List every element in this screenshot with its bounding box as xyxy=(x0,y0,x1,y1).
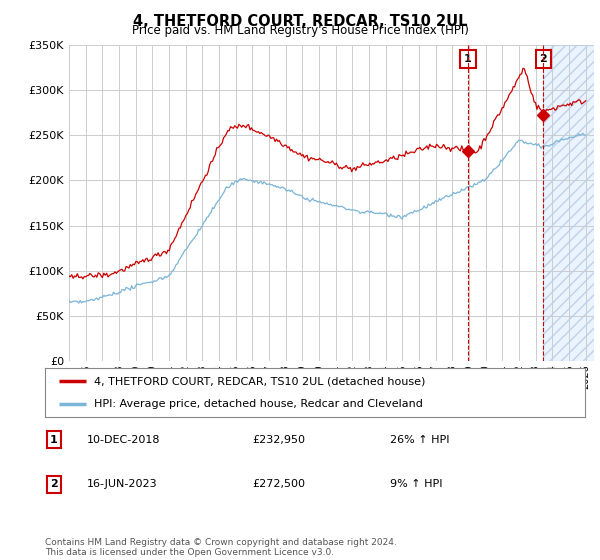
Text: 26% ↑ HPI: 26% ↑ HPI xyxy=(390,435,449,445)
Text: 16-JUN-2023: 16-JUN-2023 xyxy=(87,479,158,489)
Text: 1: 1 xyxy=(50,435,58,445)
Bar xyxy=(544,45,594,361)
Text: £232,950: £232,950 xyxy=(252,435,305,445)
Text: £272,500: £272,500 xyxy=(252,479,305,489)
Text: Price paid vs. HM Land Registry's House Price Index (HPI): Price paid vs. HM Land Registry's House … xyxy=(131,24,469,37)
Bar xyxy=(544,45,594,361)
Text: 9% ↑ HPI: 9% ↑ HPI xyxy=(390,479,443,489)
Text: HPI: Average price, detached house, Redcar and Cleveland: HPI: Average price, detached house, Redc… xyxy=(94,399,422,409)
Text: 2: 2 xyxy=(50,479,58,489)
Text: 2: 2 xyxy=(539,54,547,64)
Text: 10-DEC-2018: 10-DEC-2018 xyxy=(87,435,161,445)
Text: 4, THETFORD COURT, REDCAR, TS10 2UL (detached house): 4, THETFORD COURT, REDCAR, TS10 2UL (det… xyxy=(94,376,425,386)
Text: 1: 1 xyxy=(464,54,472,64)
Text: 4, THETFORD COURT, REDCAR, TS10 2UL: 4, THETFORD COURT, REDCAR, TS10 2UL xyxy=(133,14,467,29)
Text: Contains HM Land Registry data © Crown copyright and database right 2024.
This d: Contains HM Land Registry data © Crown c… xyxy=(45,538,397,557)
